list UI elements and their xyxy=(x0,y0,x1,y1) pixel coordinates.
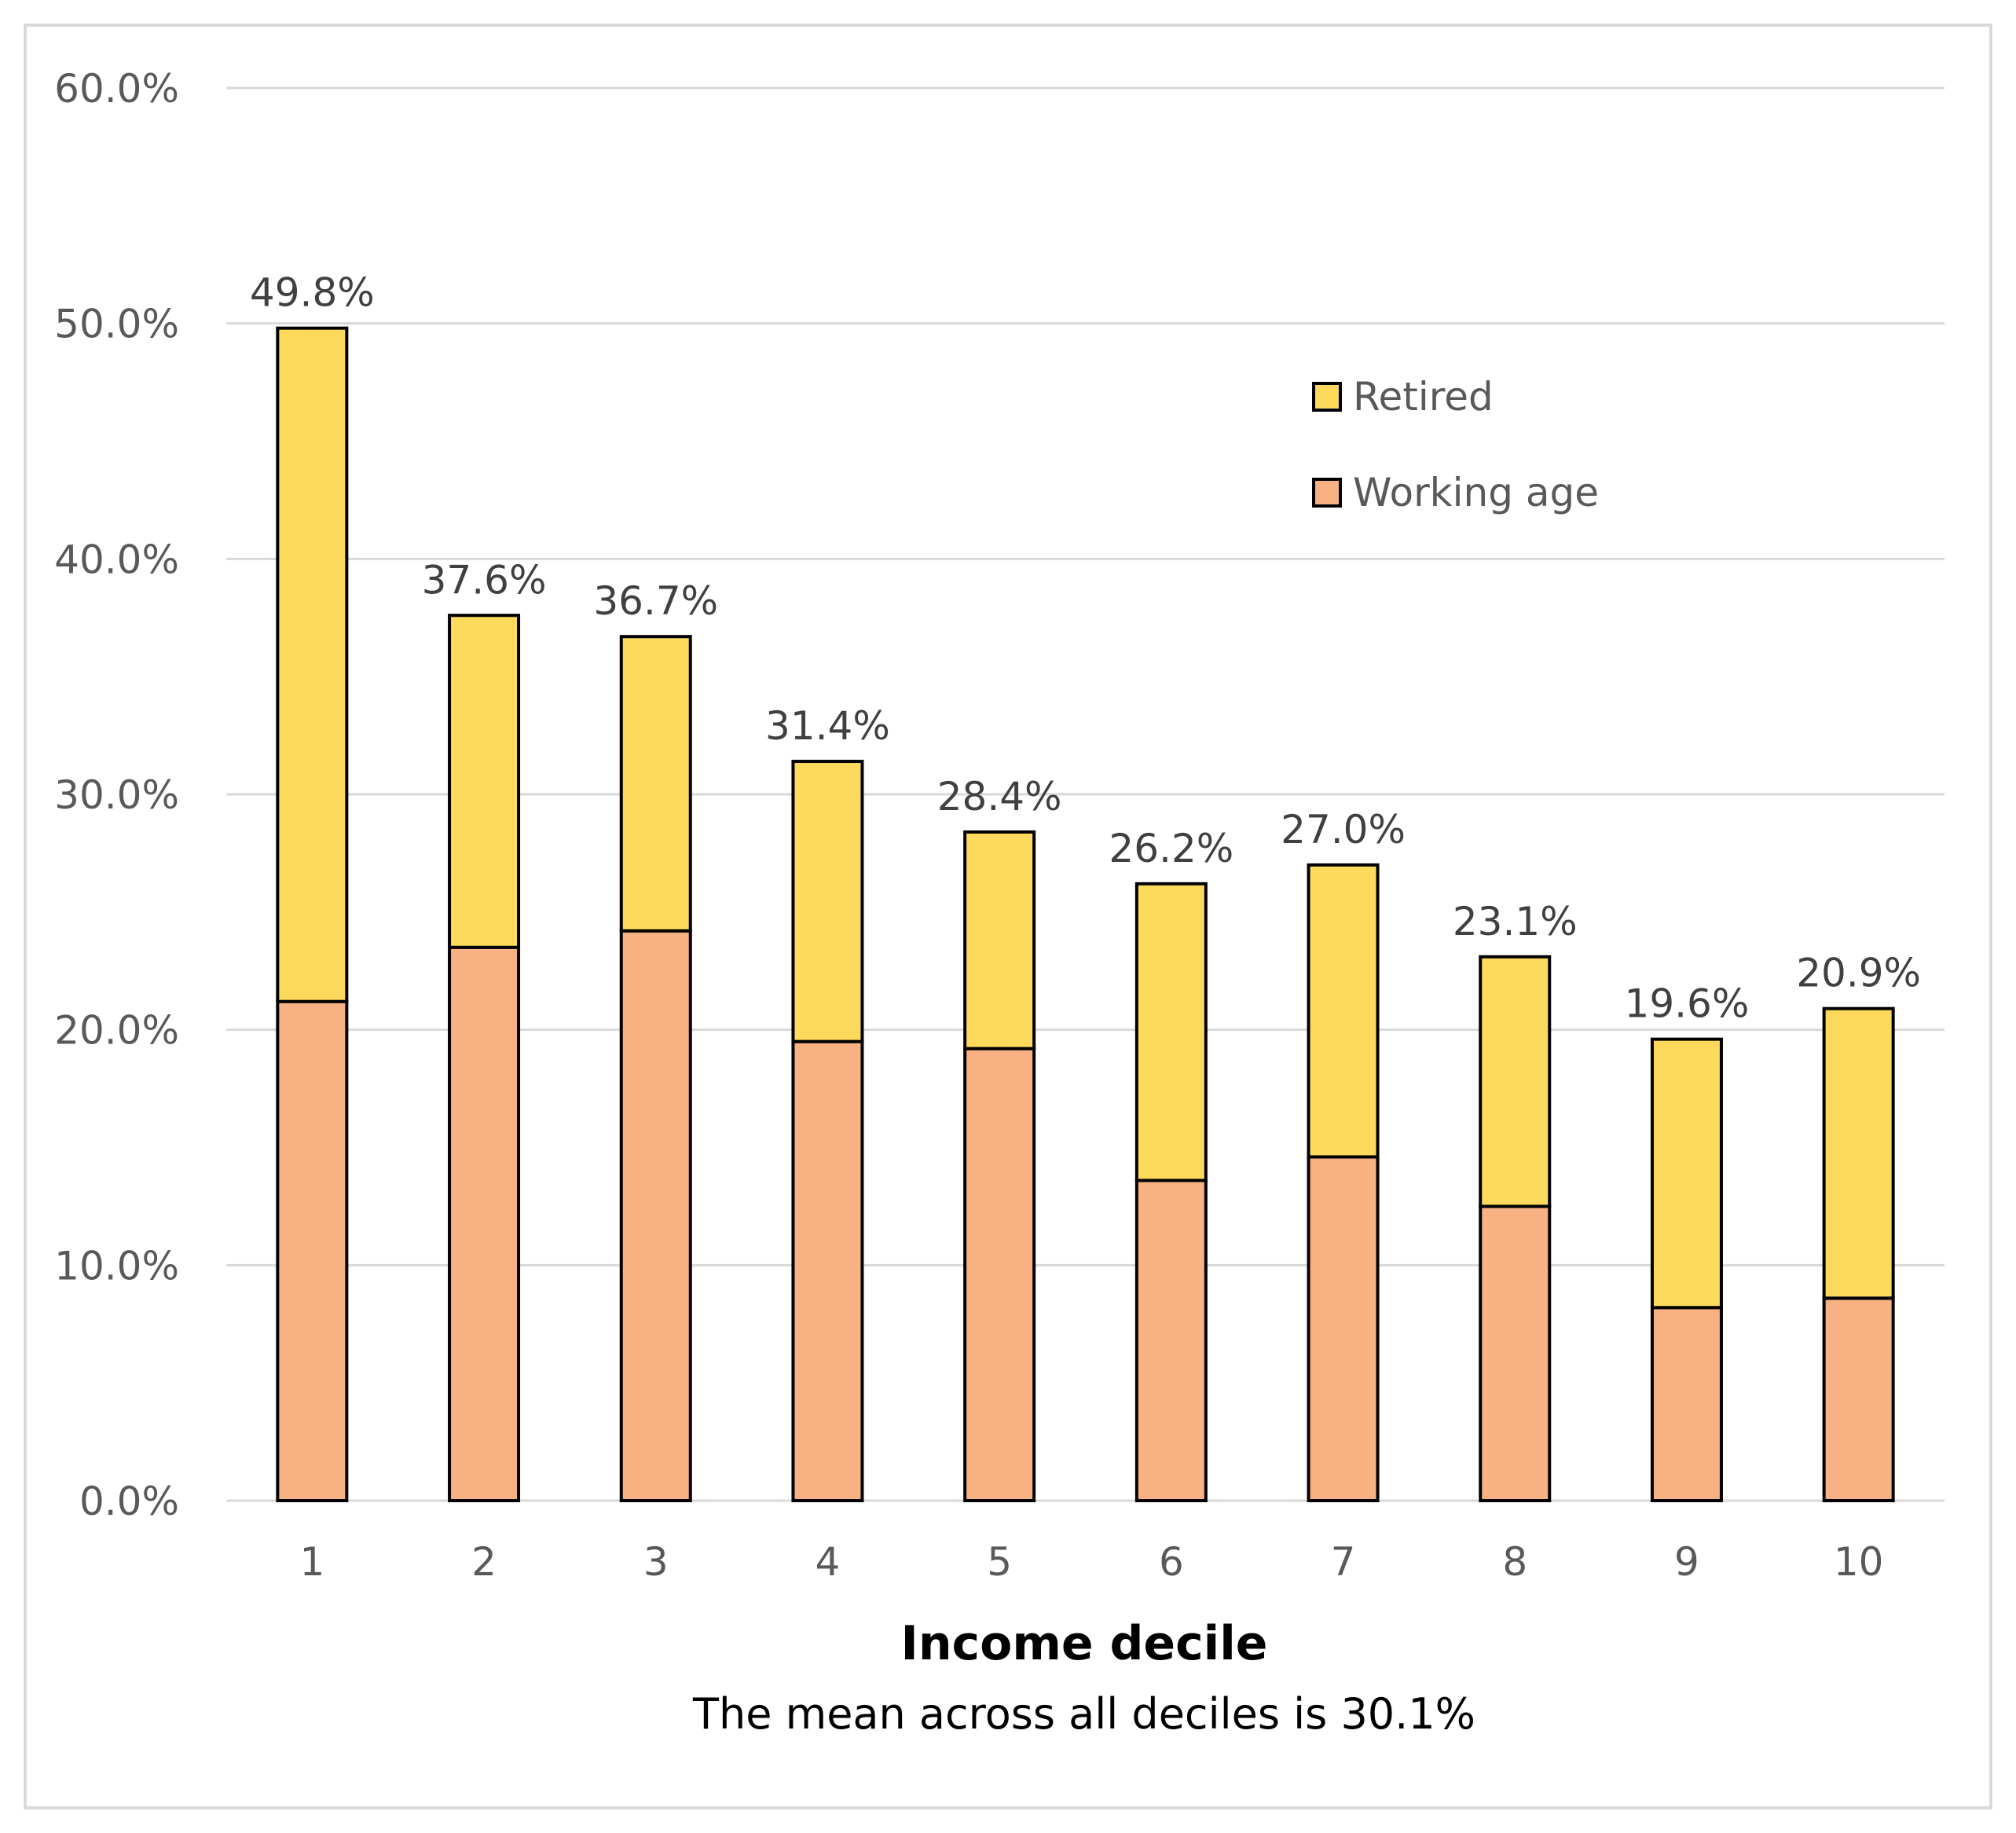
total-data-label: 19.6% xyxy=(1625,981,1750,1027)
y-axis-ticks: 0.0% 10.0% 20.0% 30.0% 40.0% 50.0% 60.0% xyxy=(54,66,179,1524)
total-data-label: 27.0% xyxy=(1281,807,1406,852)
x-tick-label: 1 xyxy=(299,1539,324,1585)
bar-segment-working-age xyxy=(619,929,692,1502)
y-tick-label: 20.0% xyxy=(54,1008,179,1054)
bar-segment-retired xyxy=(619,635,692,933)
bar-segment-retired xyxy=(276,326,349,1003)
total-data-label: 31.4% xyxy=(765,703,890,749)
x-tick-label: 6 xyxy=(1159,1539,1184,1585)
x-tick-label: 9 xyxy=(1674,1539,1699,1585)
total-data-label: 36.7% xyxy=(593,578,718,624)
legend-label: Retired xyxy=(1353,374,1494,420)
bar-segment-retired xyxy=(1650,1037,1723,1310)
x-tick-label: 10 xyxy=(1834,1539,1884,1585)
bar-segment-retired xyxy=(1822,1006,1895,1300)
bar-segment-retired xyxy=(1134,882,1208,1182)
mean-note: The mean across all deciles is 30.1% xyxy=(692,1689,1475,1739)
bar-segment-working-age xyxy=(791,1039,864,1502)
bar-segment-working-age xyxy=(1307,1155,1380,1503)
y-tick-label: 10.0% xyxy=(54,1243,179,1289)
total-data-label: 26.2% xyxy=(1109,826,1233,871)
bar-segment-working-age xyxy=(963,1047,1036,1502)
x-axis-ticks: 1 2 3 4 5 6 7 8 9 10 xyxy=(299,1539,1883,1585)
legend-label: Working age xyxy=(1353,470,1599,515)
bar-segment-retired xyxy=(448,614,521,949)
y-tick-label: 50.0% xyxy=(54,302,179,347)
bar-segment-retired xyxy=(1307,863,1380,1159)
legend: Retired Working age xyxy=(1312,374,1599,515)
y-tick-label: 0.0% xyxy=(79,1479,179,1524)
bar-segment-retired xyxy=(963,830,1036,1050)
y-tick-label: 60.0% xyxy=(54,66,179,112)
bars xyxy=(276,326,1895,1503)
total-data-label: 28.4% xyxy=(937,774,1062,819)
bar-segment-working-age xyxy=(1134,1179,1208,1503)
total-data-label: 49.8% xyxy=(250,270,375,316)
x-axis-title: Income decile xyxy=(901,1616,1268,1671)
legend-swatch-working-age xyxy=(1312,478,1342,508)
x-tick-label: 5 xyxy=(987,1539,1012,1585)
bar-segment-retired xyxy=(791,760,864,1043)
x-tick-label: 7 xyxy=(1331,1539,1356,1585)
bar-segment-working-age xyxy=(448,945,521,1502)
bar-segment-working-age xyxy=(1650,1306,1723,1502)
total-data-label: 23.1% xyxy=(1453,899,1578,944)
x-tick-label: 8 xyxy=(1502,1539,1527,1585)
bar-segment-working-age xyxy=(1822,1296,1895,1502)
y-tick-label: 40.0% xyxy=(54,537,179,582)
bar-segment-working-age xyxy=(1479,1204,1552,1502)
x-tick-label: 4 xyxy=(816,1539,841,1585)
bar-segment-working-age xyxy=(276,999,349,1502)
legend-swatch-retired xyxy=(1312,382,1342,412)
x-tick-label: 2 xyxy=(471,1539,497,1585)
data-labels: 49.8% 37.6% 36.7% 31.4% 28.4% 26.2% 27.0% 23.1%… xyxy=(250,270,1921,1027)
total-data-label: 37.6% xyxy=(422,557,547,603)
x-tick-label: 3 xyxy=(643,1539,669,1585)
total-data-label: 20.9% xyxy=(1796,951,1921,996)
bar-segment-retired xyxy=(1479,955,1552,1208)
y-tick-label: 30.0% xyxy=(54,772,179,818)
